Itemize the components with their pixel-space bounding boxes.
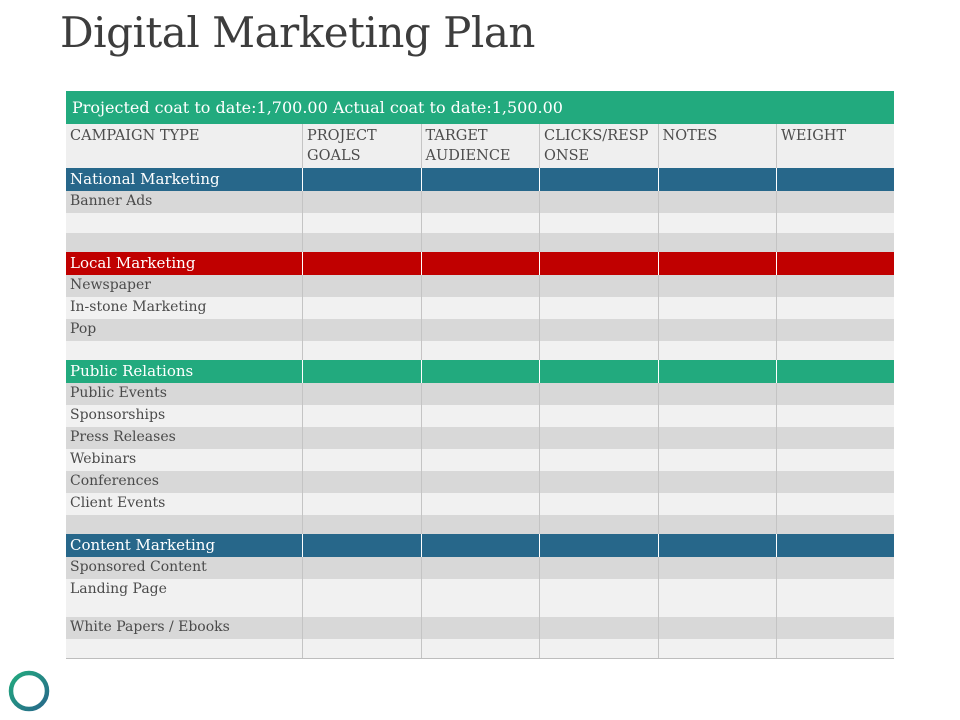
campaign-item-label xyxy=(66,341,303,360)
table-header-row: CAMPAIGN TYPE PROJECT GOALS TARGET AUDIE… xyxy=(66,124,894,168)
table-row xyxy=(66,233,894,252)
table-row: Sponsorships xyxy=(66,405,894,427)
campaign-item-label xyxy=(66,515,303,534)
table-row: Newspaper xyxy=(66,275,894,297)
campaign-item-label: Sponsored Content xyxy=(66,557,303,579)
table-row: Press Releases xyxy=(66,427,894,449)
section-row-local-marketing: Local Marketing xyxy=(66,252,894,275)
campaign-item-label: Press Releases xyxy=(66,427,303,449)
table-row xyxy=(66,341,894,360)
campaign-item-label: White Papers / Ebooks xyxy=(66,617,303,639)
campaign-item-label: Landing Page xyxy=(66,579,303,617)
marketing-plan-table: Projected coat to date:1,700.00 Actual c… xyxy=(66,91,894,659)
column-header-weight: WEIGHT xyxy=(781,128,847,144)
campaign-item-label xyxy=(66,233,303,252)
section-label: Content Marketing xyxy=(66,534,303,557)
campaign-item-label: Public Events xyxy=(66,383,303,405)
page-title: Digital Marketing Plan xyxy=(60,8,535,57)
table-row: In-stone Marketing xyxy=(66,297,894,319)
column-header-notes: NOTES xyxy=(659,124,777,168)
section-row-public-relations: Public Relations xyxy=(66,360,894,383)
campaign-item-label: Sponsorships xyxy=(66,405,303,427)
section-label: Local Marketing xyxy=(66,252,303,275)
table-row xyxy=(66,213,894,233)
table-row: Landing Page xyxy=(66,579,894,617)
campaign-item-label: In-stone Marketing xyxy=(66,297,303,319)
section-label: Public Relations xyxy=(66,360,303,383)
table-row: Public Events xyxy=(66,383,894,405)
campaign-item-label xyxy=(66,639,303,658)
campaign-item-label xyxy=(66,213,303,233)
section-row-content-marketing: Content Marketing xyxy=(66,534,894,557)
column-header-clicks-response: CLICKS/RESP ONSE xyxy=(540,124,659,168)
table-bottom-border xyxy=(66,658,894,659)
column-header-target-audience: TARGET AUDIENCE xyxy=(422,124,540,168)
campaign-item-label: Banner Ads xyxy=(66,191,303,213)
table-row xyxy=(66,639,894,658)
table-row: Banner Ads xyxy=(66,191,894,213)
campaign-item-label: Webinars xyxy=(66,449,303,471)
table-row: Conferences xyxy=(66,471,894,493)
campaign-item-label: Conferences xyxy=(66,471,303,493)
cost-summary-bar: Projected coat to date:1,700.00 Actual c… xyxy=(66,91,894,124)
table-row xyxy=(66,515,894,534)
column-header-campaign-type: CAMPAIGN TYPE xyxy=(66,124,303,168)
campaign-item-label: Newspaper xyxy=(66,275,303,297)
table-row: Client Events xyxy=(66,493,894,515)
column-header-project-goals: PROJECT GOALS xyxy=(303,124,422,168)
section-row-national-marketing: National Marketing xyxy=(66,168,894,191)
table-row: Webinars xyxy=(66,449,894,471)
ring-logo-icon xyxy=(8,670,50,712)
table-row: Pop xyxy=(66,319,894,341)
campaign-item-label: Pop xyxy=(66,319,303,341)
section-label: National Marketing xyxy=(66,168,303,191)
table-row: Sponsored Content xyxy=(66,557,894,579)
campaign-item-label: Client Events xyxy=(66,493,303,515)
table-row: White Papers / Ebooks xyxy=(66,617,894,639)
